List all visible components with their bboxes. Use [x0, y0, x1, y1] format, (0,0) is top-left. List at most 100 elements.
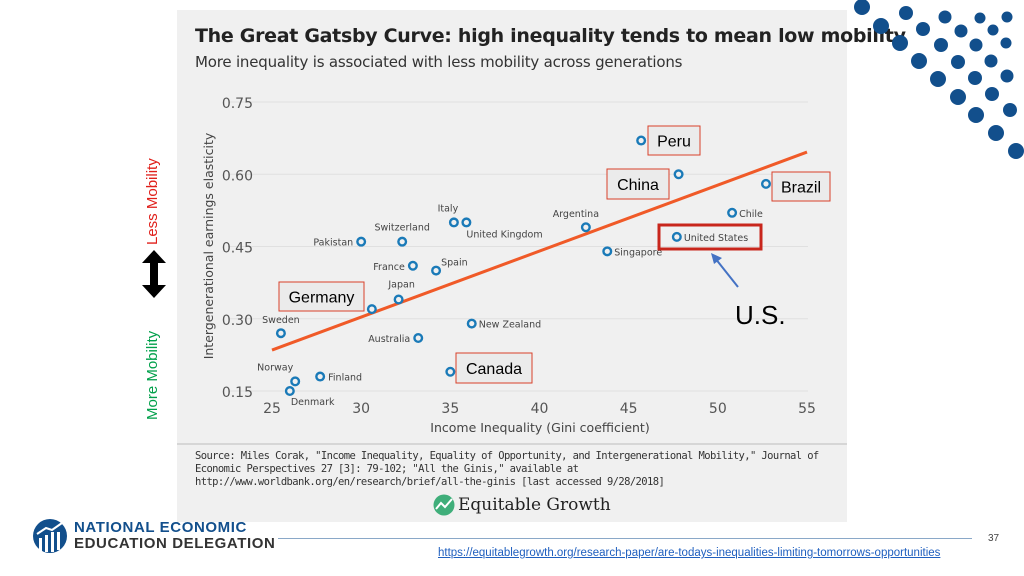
data-point	[397, 236, 408, 247]
equitable-growth-icon	[433, 494, 455, 516]
decorative-dot	[930, 71, 946, 87]
point-label: France	[373, 262, 405, 273]
equitable-growth-logo: Equitable Growth	[433, 494, 611, 516]
page-number: 37	[988, 533, 1000, 544]
decorative-dot	[1000, 37, 1012, 49]
decorative-dot	[954, 24, 968, 38]
decorative-dot	[854, 0, 870, 15]
decorative-dot	[1001, 11, 1013, 23]
decorative-dot	[892, 35, 908, 51]
x-axis-label: Income Inequality (Gini coefficient)	[430, 420, 649, 435]
decorative-dot	[938, 10, 952, 24]
annotation-label: China	[617, 177, 659, 194]
y-tick-label: 0.15	[222, 385, 253, 401]
annotation-box	[771, 171, 831, 202]
x-tick-label: 30	[352, 401, 370, 417]
data-point	[284, 386, 295, 397]
point-label: Spain	[441, 258, 468, 269]
annotation-label: Brazil	[781, 180, 821, 197]
point-label: Switzerland	[374, 223, 429, 234]
x-tick-label: 40	[531, 401, 549, 417]
point-label: Pakistan	[313, 238, 353, 249]
decorative-dot	[951, 55, 965, 69]
data-point	[356, 236, 367, 247]
point-label: Finland	[328, 373, 362, 384]
data-point	[602, 246, 613, 257]
point-label: Japan	[387, 279, 415, 290]
decorative-dot	[968, 107, 984, 123]
arrow-head-icon	[711, 253, 722, 264]
data-point	[636, 135, 647, 146]
decorative-dot	[934, 38, 948, 52]
y-tick-label: 0.60	[222, 168, 253, 184]
data-point	[366, 304, 377, 315]
point-label: Chile	[739, 209, 763, 220]
x-tick-label: 45	[620, 401, 638, 417]
data-point	[445, 366, 456, 377]
callout-text: U.S.	[735, 300, 786, 330]
callout-arrow	[714, 257, 739, 288]
more-mobility-label: More Mobility	[144, 330, 161, 420]
point-label: Argentina	[553, 209, 599, 220]
decorative-dot	[968, 71, 982, 85]
y-axis-label: Intergenerational earnings elasticity	[201, 132, 216, 359]
data-point	[580, 222, 591, 233]
data-point	[393, 294, 404, 305]
chart-subtitle: More inequality is associated with less …	[195, 53, 683, 71]
data-point	[275, 328, 286, 339]
annotation-label: Canada	[466, 361, 522, 378]
data-point	[431, 265, 442, 276]
decorative-dot	[899, 6, 913, 20]
decorative-dots	[854, 0, 1024, 159]
decorative-dot	[985, 87, 999, 101]
annotation-box	[647, 125, 701, 156]
less-mobility-label: Less Mobility	[144, 158, 161, 245]
data-point	[466, 318, 477, 329]
decorative-dot	[916, 22, 930, 36]
point-label: Australia	[368, 334, 410, 345]
annotation-label: Peru	[657, 134, 691, 151]
annotation-label: Germany	[289, 290, 355, 307]
decorative-dot	[1003, 103, 1017, 117]
source-note: Source: Miles Corak, "Income Inequality,…	[195, 450, 819, 488]
x-tick-label: 55	[798, 401, 816, 417]
y-tick-label: 0.30	[222, 313, 253, 329]
y-tick-label: 0.45	[222, 241, 253, 257]
data-point	[290, 376, 301, 387]
decorative-dot	[911, 53, 927, 69]
point-label: Italy	[438, 203, 459, 214]
data-point	[671, 231, 682, 242]
decorative-dot	[1008, 143, 1024, 159]
annotation-box	[278, 281, 365, 312]
trend-line	[271, 150, 808, 352]
data-point	[315, 371, 326, 382]
decorative-dot	[984, 54, 998, 68]
decorative-dot	[988, 125, 1004, 141]
data-point	[760, 178, 771, 189]
data-point	[673, 169, 684, 180]
data-point	[407, 260, 418, 271]
need-logo: NATIONAL ECONOMIC EDUCATION DELEGATION	[32, 518, 275, 554]
point-label: Sweden	[262, 315, 300, 326]
point-label: Singapore	[614, 247, 662, 258]
decorative-dot	[974, 12, 986, 24]
data-point	[461, 217, 472, 228]
point-label: New Zealand	[479, 320, 541, 331]
chart-panel	[177, 10, 847, 522]
x-tick-label: 35	[441, 401, 459, 417]
decorative-dot	[873, 18, 889, 34]
decorative-dot	[1000, 69, 1014, 83]
point-label: United Kingdom	[466, 229, 542, 240]
double-arrow-icon	[142, 250, 166, 298]
x-tick-label: 50	[709, 401, 727, 417]
footer-line	[278, 538, 972, 539]
point-label: Denmark	[291, 397, 335, 408]
need-logo-icon	[33, 519, 67, 553]
point-label: Norway	[257, 362, 293, 373]
annotation-box	[455, 352, 533, 384]
highlight-box	[657, 223, 763, 251]
y-tick-label: 0.75	[222, 96, 253, 112]
source-link[interactable]: https://equitablegrowth.org/research-pap…	[438, 547, 941, 559]
annotation-box	[606, 168, 670, 200]
